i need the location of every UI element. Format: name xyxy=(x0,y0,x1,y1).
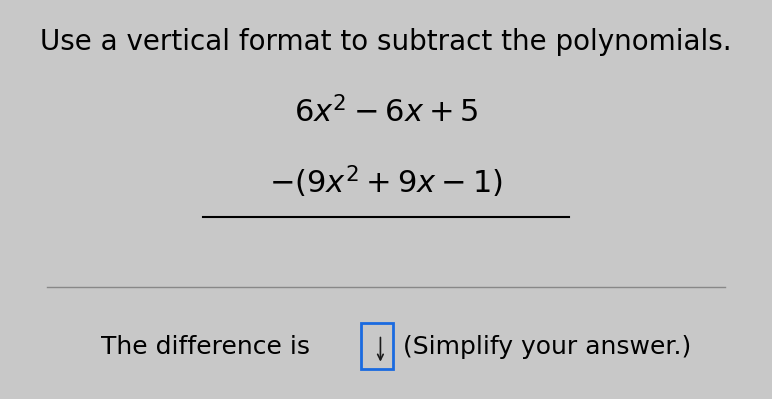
FancyBboxPatch shape xyxy=(361,323,394,369)
Text: The difference is: The difference is xyxy=(101,335,310,359)
Text: $6x^2 - 6x + 5$: $6x^2 - 6x + 5$ xyxy=(294,95,478,128)
Text: $-(9x^2 + 9x - 1)$: $-(9x^2 + 9x - 1)$ xyxy=(269,163,503,200)
Text: (Simplify your answer.): (Simplify your answer.) xyxy=(403,335,691,359)
Text: Use a vertical format to subtract the polynomials.: Use a vertical format to subtract the po… xyxy=(40,28,732,56)
